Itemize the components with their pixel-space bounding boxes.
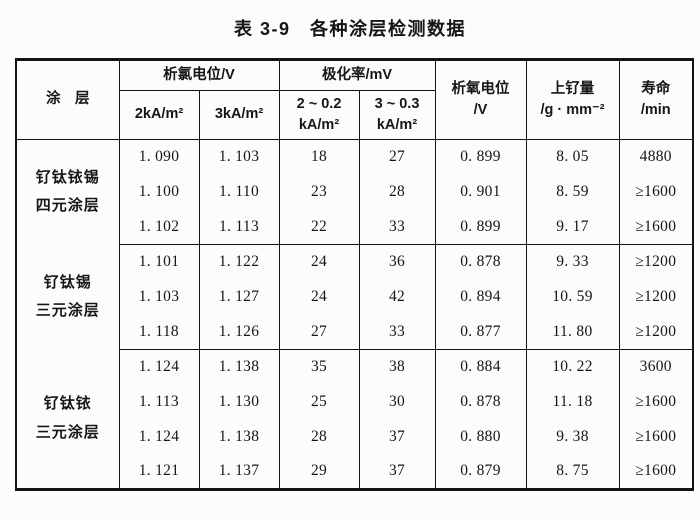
data-cell: 0. 899 (434, 139, 527, 175)
data-cell: 25 (278, 384, 360, 420)
data-cell: 9. 33 (525, 244, 620, 280)
data-cell: 28 (278, 419, 360, 455)
group-label: 钌钛锡 三元涂层 (15, 244, 120, 350)
data-table: 涂 层 析氯电位/V 极化率/mV 析氧电位 /V 上钌量 /g · mm⁻² … (15, 58, 695, 491)
data-cell: 33 (358, 314, 436, 350)
data-cell: 24 (278, 279, 360, 315)
data-cell: 11. 18 (525, 384, 620, 420)
data-cell: 1. 103 (198, 139, 280, 175)
data-cell: 1. 103 (118, 279, 200, 315)
data-cell: 29 (278, 454, 360, 490)
header-ru-loading: 上钌量 /g · mm⁻² (525, 59, 620, 140)
header-range-2-02: 2 ~ 0.2 kA/m² (278, 90, 360, 140)
data-cell: 11. 80 (525, 314, 620, 350)
data-cell: ≥1200 (618, 279, 694, 315)
data-cell: ≥1600 (618, 384, 694, 420)
data-cell: 23 (278, 174, 360, 210)
data-cell: 30 (358, 384, 436, 420)
header-polarization: 极化率/mV (278, 59, 436, 91)
data-cell: 9. 17 (525, 209, 620, 245)
data-cell: ≥1600 (618, 174, 694, 210)
data-cell: 0. 901 (434, 174, 527, 210)
header-lifetime: 寿命 /min (618, 59, 694, 140)
data-cell: 3600 (618, 349, 694, 385)
header-chlorine-potential: 析氯电位/V (118, 59, 280, 91)
data-cell: 28 (358, 174, 436, 210)
data-cell: ≥1600 (618, 209, 694, 245)
data-cell: 4880 (618, 139, 694, 175)
data-cell: 0. 899 (434, 209, 527, 245)
data-cell: 1. 126 (198, 314, 280, 350)
data-cell: 0. 877 (434, 314, 527, 350)
data-cell: 9. 38 (525, 419, 620, 455)
data-cell: 0. 878 (434, 384, 527, 420)
group-label: 钌钛铱 三元涂层 (15, 349, 120, 490)
data-cell: 1. 101 (118, 244, 200, 280)
header-coating: 涂 层 (15, 59, 120, 140)
data-cell: 1. 102 (118, 209, 200, 245)
data-cell: 1. 113 (118, 384, 200, 420)
header-range-3-03: 3 ~ 0.3 kA/m² (358, 90, 436, 140)
data-cell: 1. 110 (198, 174, 280, 210)
data-cell: 0. 878 (434, 244, 527, 280)
data-cell: 1. 130 (198, 384, 280, 420)
data-cell: 27 (278, 314, 360, 350)
data-cell: 37 (358, 454, 436, 490)
data-cell: 37 (358, 419, 436, 455)
data-cell: 1. 100 (118, 174, 200, 210)
data-cell: 1. 118 (118, 314, 200, 350)
data-cell: ≥1200 (618, 244, 694, 280)
data-cell: 27 (358, 139, 436, 175)
data-cell: 1. 090 (118, 139, 200, 175)
data-cell: 1. 138 (198, 419, 280, 455)
data-cell: 35 (278, 349, 360, 385)
data-cell: ≥1600 (618, 419, 694, 455)
data-cell: 33 (358, 209, 436, 245)
data-cell: 8. 05 (525, 139, 620, 175)
data-cell: 1. 124 (118, 419, 200, 455)
group-label: 钌钛铱锡 四元涂层 (15, 139, 120, 245)
data-cell: 1. 122 (198, 244, 280, 280)
data-cell: 10. 22 (525, 349, 620, 385)
table-title: 表 3-9 各种涂层检测数据 (233, 19, 466, 39)
data-cell: 22 (278, 209, 360, 245)
data-cell: 1. 127 (198, 279, 280, 315)
data-cell: 8. 75 (525, 454, 620, 490)
data-cell: 10. 59 (525, 279, 620, 315)
data-cell: 1. 124 (118, 349, 200, 385)
data-cell: 24 (278, 244, 360, 280)
data-cell: 36 (358, 244, 436, 280)
header-oxygen-potential: 析氧电位 /V (434, 59, 527, 140)
data-cell: 18 (278, 139, 360, 175)
data-cell: 1. 113 (198, 209, 280, 245)
data-cell: ≥1600 (618, 454, 694, 490)
data-cell: 0. 894 (434, 279, 527, 315)
data-cell: 1. 138 (198, 349, 280, 385)
data-cell: 0. 884 (434, 349, 527, 385)
header-current-3ka: 3kA/m² (198, 90, 280, 140)
data-cell: 1. 137 (198, 454, 280, 490)
data-cell: 0. 879 (434, 454, 527, 490)
data-cell: 42 (358, 279, 436, 315)
data-cell: 1. 121 (118, 454, 200, 490)
header-current-2ka: 2kA/m² (118, 90, 200, 140)
data-cell: 8. 59 (525, 174, 620, 210)
data-cell: 0. 880 (434, 419, 527, 455)
data-cell: 38 (358, 349, 436, 385)
data-cell: ≥1200 (618, 314, 694, 350)
